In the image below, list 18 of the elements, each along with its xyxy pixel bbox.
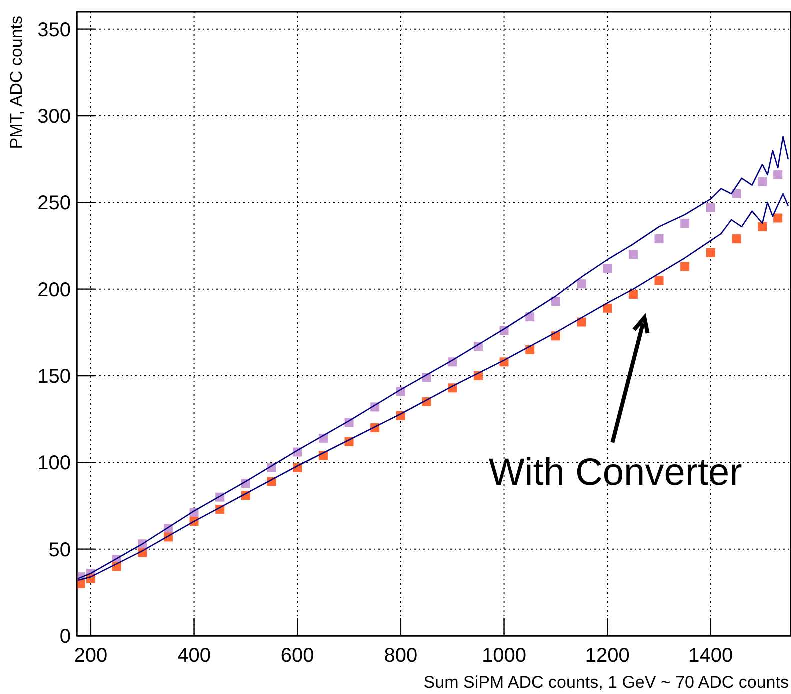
x-tick-label: 600	[280, 645, 314, 667]
x-tick-label: 1000	[482, 645, 527, 667]
annotation: With Converter	[488, 452, 743, 494]
y-tick-label: 150	[38, 366, 71, 388]
x-tick-label: 800	[384, 645, 418, 667]
y-tick-label: 300	[38, 106, 71, 128]
x-tick-label: 400	[178, 645, 211, 667]
x-axis-title: Sum SiPM ADC counts, 1 GeV ~ 70 ADC counts	[424, 673, 789, 692]
y-tick-label: 250	[38, 192, 71, 215]
x-tick-label: 200	[74, 645, 108, 667]
y-tick-label: 100	[38, 452, 71, 475]
y-tick-label: 350	[38, 19, 71, 42]
x-tick-label: 1400	[688, 645, 734, 667]
x-tick-label: 1200	[585, 645, 630, 667]
y-tick-label: 50	[48, 539, 71, 562]
y-axis-title: PMT, ADC counts	[7, 16, 26, 150]
y-tick-label: 200	[38, 279, 71, 302]
y-tick-label: 0	[60, 626, 71, 648]
